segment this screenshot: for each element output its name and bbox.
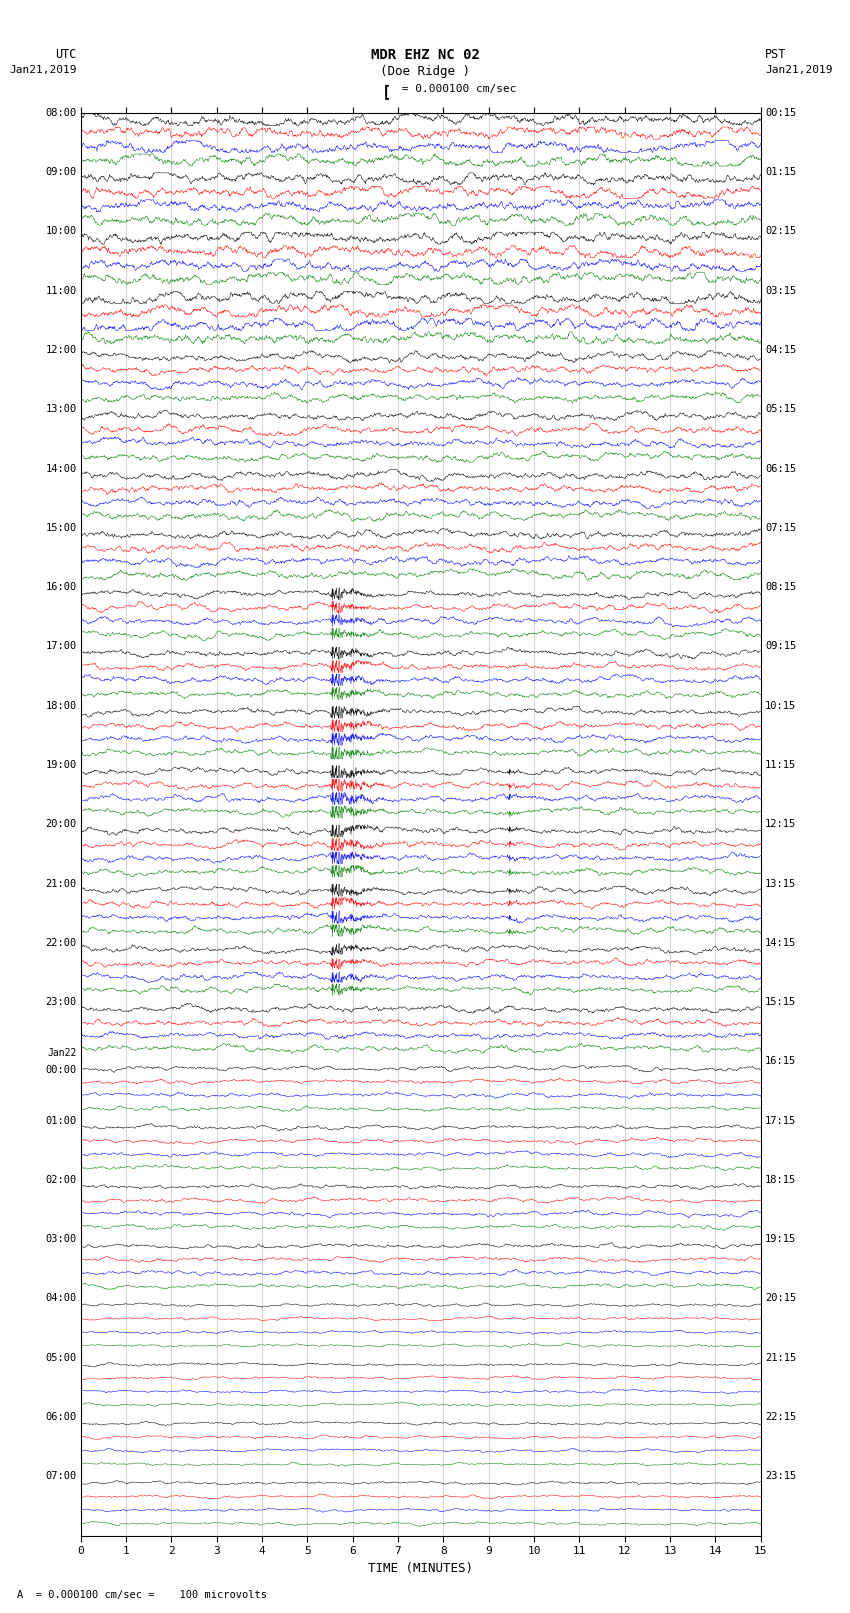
Text: 06:15: 06:15 bbox=[765, 463, 796, 474]
Text: 11:00: 11:00 bbox=[45, 286, 76, 295]
Text: 05:00: 05:00 bbox=[45, 1353, 76, 1363]
Text: 05:15: 05:15 bbox=[765, 405, 796, 415]
Text: 10:15: 10:15 bbox=[765, 700, 796, 711]
Text: 17:15: 17:15 bbox=[765, 1116, 796, 1126]
Text: 07:00: 07:00 bbox=[45, 1471, 76, 1481]
Text: 12:00: 12:00 bbox=[45, 345, 76, 355]
Text: 22:00: 22:00 bbox=[45, 937, 76, 948]
Text: 01:15: 01:15 bbox=[765, 168, 796, 177]
Text: 04:00: 04:00 bbox=[45, 1294, 76, 1303]
Text: 06:00: 06:00 bbox=[45, 1411, 76, 1423]
Text: 21:00: 21:00 bbox=[45, 879, 76, 889]
Text: 00:15: 00:15 bbox=[765, 108, 796, 118]
Text: 20:15: 20:15 bbox=[765, 1294, 796, 1303]
Text: 16:15: 16:15 bbox=[765, 1057, 796, 1066]
Text: Jan21,2019: Jan21,2019 bbox=[9, 65, 76, 74]
Text: 14:00: 14:00 bbox=[45, 463, 76, 474]
Text: 18:00: 18:00 bbox=[45, 700, 76, 711]
Text: 22:15: 22:15 bbox=[765, 1411, 796, 1423]
Text: 07:15: 07:15 bbox=[765, 523, 796, 532]
Text: 23:15: 23:15 bbox=[765, 1471, 796, 1481]
Text: 08:00: 08:00 bbox=[45, 108, 76, 118]
Text: 15:00: 15:00 bbox=[45, 523, 76, 532]
X-axis label: TIME (MINUTES): TIME (MINUTES) bbox=[368, 1561, 473, 1574]
Text: 23:00: 23:00 bbox=[45, 997, 76, 1007]
Text: 12:15: 12:15 bbox=[765, 819, 796, 829]
Text: 03:00: 03:00 bbox=[45, 1234, 76, 1244]
Text: 17:00: 17:00 bbox=[45, 642, 76, 652]
Text: 01:00: 01:00 bbox=[45, 1116, 76, 1126]
Text: 02:15: 02:15 bbox=[765, 226, 796, 237]
Text: 08:15: 08:15 bbox=[765, 582, 796, 592]
Text: 13:15: 13:15 bbox=[765, 879, 796, 889]
Text: PST: PST bbox=[765, 48, 786, 61]
Text: 04:15: 04:15 bbox=[765, 345, 796, 355]
Text: 14:15: 14:15 bbox=[765, 937, 796, 948]
Text: Jan21,2019: Jan21,2019 bbox=[765, 65, 832, 74]
Text: 13:00: 13:00 bbox=[45, 405, 76, 415]
Text: 09:00: 09:00 bbox=[45, 168, 76, 177]
Text: 02:00: 02:00 bbox=[45, 1174, 76, 1186]
Text: 19:15: 19:15 bbox=[765, 1234, 796, 1244]
Text: MDR EHZ NC 02: MDR EHZ NC 02 bbox=[371, 48, 479, 63]
Text: 10:00: 10:00 bbox=[45, 226, 76, 237]
Text: 00:00: 00:00 bbox=[45, 1065, 76, 1074]
Text: A  = 0.000100 cm/sec =    100 microvolts: A = 0.000100 cm/sec = 100 microvolts bbox=[17, 1590, 267, 1600]
Text: 11:15: 11:15 bbox=[765, 760, 796, 769]
Text: 16:00: 16:00 bbox=[45, 582, 76, 592]
Text: 21:15: 21:15 bbox=[765, 1353, 796, 1363]
Text: 03:15: 03:15 bbox=[765, 286, 796, 295]
Text: UTC: UTC bbox=[55, 48, 76, 61]
Text: 15:15: 15:15 bbox=[765, 997, 796, 1007]
Text: [: [ bbox=[382, 84, 391, 98]
Text: Jan22: Jan22 bbox=[47, 1048, 76, 1058]
Text: 18:15: 18:15 bbox=[765, 1174, 796, 1186]
Text: (Doe Ridge ): (Doe Ridge ) bbox=[380, 65, 470, 77]
Text: 09:15: 09:15 bbox=[765, 642, 796, 652]
Text: 19:00: 19:00 bbox=[45, 760, 76, 769]
Text: = 0.000100 cm/sec: = 0.000100 cm/sec bbox=[395, 84, 517, 94]
Text: 20:00: 20:00 bbox=[45, 819, 76, 829]
